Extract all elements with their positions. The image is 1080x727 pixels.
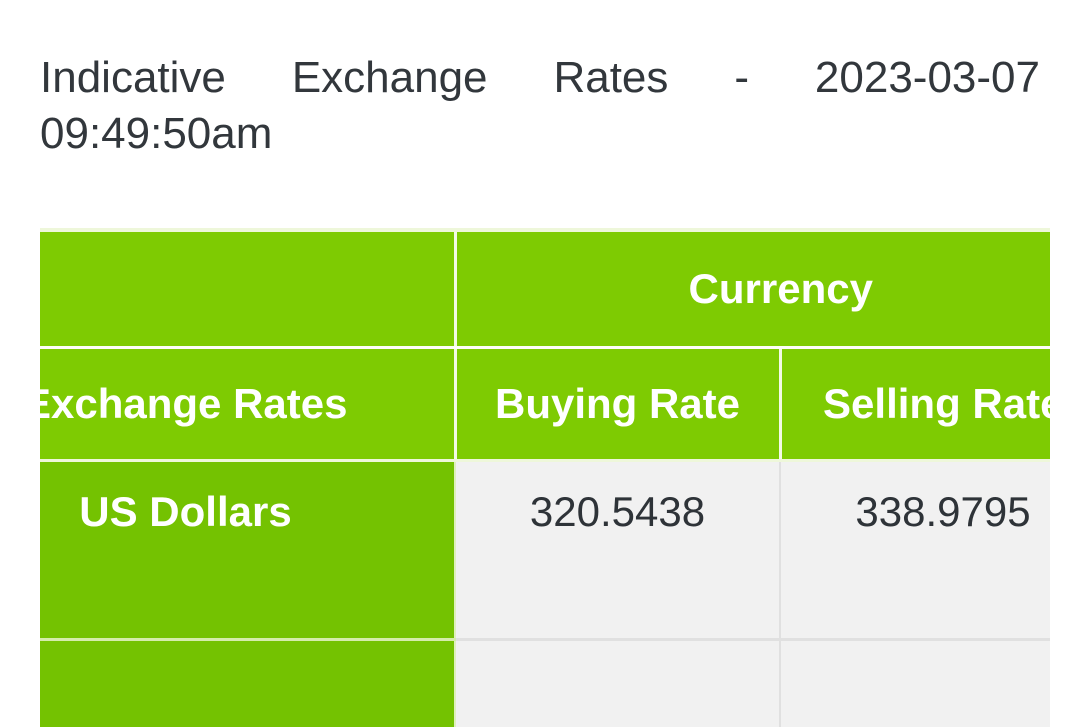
header-cell-empty bbox=[40, 230, 455, 348]
rates-table-viewport: Currency Exchange Rates Buying Rate Sell… bbox=[40, 228, 1050, 727]
header-cell-currency-group: Currency bbox=[455, 230, 1050, 348]
page-title: Indicative Exchange Rates - 2023-03-07 0… bbox=[40, 50, 1040, 162]
cell-next-buying bbox=[455, 640, 780, 727]
header-group-row: Currency bbox=[40, 230, 1050, 348]
header-cell-exchange-rates: Exchange Rates bbox=[40, 348, 455, 461]
cell-next-selling bbox=[780, 640, 1050, 727]
header-columns-row: Exchange Rates Buying Rate Selling Rate bbox=[40, 348, 1050, 461]
header-cell-buying-rate: Buying Rate bbox=[455, 348, 780, 461]
cell-buying-rate: 320.5438 bbox=[455, 461, 780, 640]
cell-next-currency bbox=[40, 640, 455, 727]
cell-selling-rate: 338.9795 bbox=[780, 461, 1050, 640]
table-row-us-dollars: US Dollars 320.5438 338.9795 bbox=[40, 461, 1050, 640]
header-cell-selling-rate: Selling Rate bbox=[780, 348, 1050, 461]
cell-currency-name: US Dollars bbox=[40, 461, 455, 640]
rates-table: Currency Exchange Rates Buying Rate Sell… bbox=[40, 228, 1050, 727]
table-row-next-partial bbox=[40, 640, 1050, 727]
page: Indicative Exchange Rates - 2023-03-07 0… bbox=[0, 50, 1080, 727]
